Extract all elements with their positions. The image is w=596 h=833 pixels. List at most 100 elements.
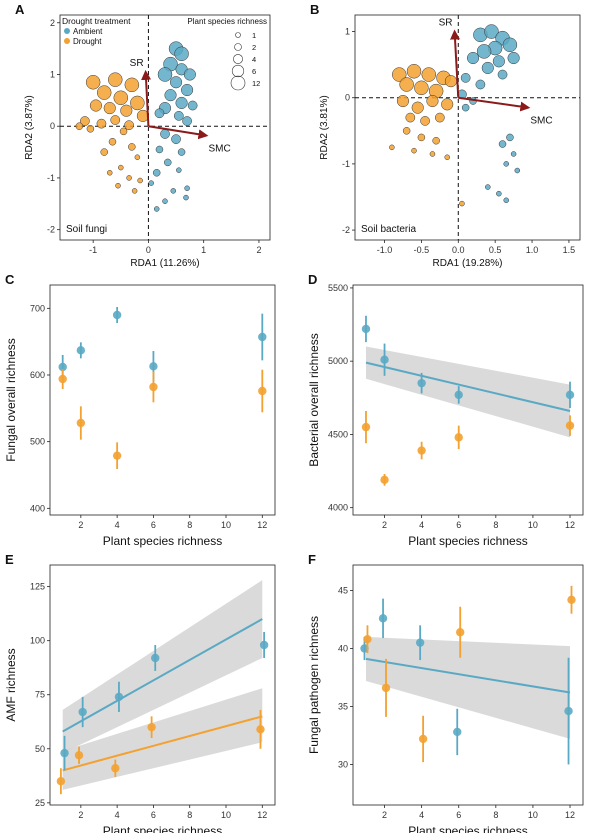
size-legend-circle — [230, 75, 246, 91]
ambient-point — [171, 134, 181, 144]
drought-point — [103, 102, 116, 115]
arrow-smc — [458, 96, 531, 112]
y-tick-label: 0 — [345, 93, 350, 103]
x-tick-label: 4 — [115, 520, 120, 530]
x-tick-label: 6 — [151, 810, 156, 820]
drought-mean-point — [363, 635, 372, 644]
ambient-point — [476, 44, 492, 59]
y-tick-label: 1 — [345, 27, 350, 37]
panel-annotation: Soil fungi — [66, 224, 107, 235]
x-axis-label: Plant species richness — [103, 534, 222, 548]
ambient-point — [484, 24, 499, 39]
ambient-point — [170, 76, 183, 89]
drought-point — [399, 77, 414, 92]
ambient-point — [481, 61, 494, 74]
y-tick-label: -2 — [342, 225, 350, 235]
size-legend-label: 2 — [252, 43, 256, 52]
drought-mean-point — [417, 446, 426, 455]
drought-mean-point — [565, 421, 575, 430]
panel-d: D 2 4 6 8 10 12 4000 4500 5000 5500 Plant species r… — [307, 272, 584, 548]
ambient-mean-point — [76, 346, 86, 355]
y-tick-label: 4000 — [328, 503, 348, 513]
drought-point — [411, 101, 424, 114]
x-tick-label: 8 — [187, 520, 192, 530]
ambient-mean-point — [453, 727, 462, 737]
drought-point — [420, 116, 430, 126]
x-tick-label: 12 — [565, 520, 575, 530]
drought-point — [124, 120, 134, 131]
y-tick-label: 600 — [30, 370, 45, 380]
drought-point — [110, 115, 121, 125]
drought-point — [126, 175, 132, 181]
x-axis-label: Plant species richness — [408, 534, 527, 548]
x-tick-label: 1 — [201, 245, 206, 255]
ambient-mean-point — [151, 653, 160, 663]
y-tick-label: 0 — [50, 121, 55, 131]
ambient-point — [183, 68, 196, 81]
ambient-mean-point — [415, 638, 425, 647]
x-tick-label: 6 — [456, 520, 461, 530]
drought-point — [411, 147, 417, 154]
ambient-point — [485, 184, 491, 190]
ambient-mean-point — [565, 390, 575, 400]
y-axis-label: Fungal overall richness — [4, 338, 18, 461]
x-tick-label: 0.0 — [452, 245, 465, 255]
size-legend-circle — [233, 54, 243, 64]
drought-point — [85, 74, 101, 90]
drought-point — [89, 99, 102, 112]
ambient-point — [497, 69, 508, 80]
drought-point — [414, 80, 429, 96]
drought-mean-point — [111, 764, 120, 773]
drought-mean-point — [74, 751, 84, 760]
drought-point — [444, 154, 450, 161]
y-tick-label: 5000 — [328, 356, 348, 366]
size-legend-title: Plant species richness — [187, 17, 267, 26]
ambient-confidence-band — [62, 580, 263, 754]
plot-frame — [59, 14, 271, 241]
y-tick-label: 700 — [30, 303, 45, 313]
panel-letter: B — [310, 2, 319, 17]
x-tick-label: 10 — [221, 520, 231, 530]
size-legend-label: 12 — [252, 79, 260, 88]
drought-point — [432, 136, 440, 145]
ambient-mean-point — [258, 332, 267, 342]
drought-fit-line — [62, 715, 263, 772]
drought-mean-point — [76, 418, 86, 428]
ambient-point — [164, 158, 172, 167]
x-tick-label: 1.0 — [526, 245, 539, 255]
ambient-point — [475, 79, 486, 90]
x-tick-label: 10 — [528, 520, 538, 530]
y-axis-label: Bacterial overall richness — [307, 333, 321, 466]
drought-point — [396, 94, 410, 108]
y-tick-label: 45 — [338, 586, 348, 596]
drought-point — [405, 112, 416, 123]
y-tick-label: 5500 — [328, 283, 348, 293]
size-legend-circle — [235, 32, 241, 38]
drought-point — [392, 67, 407, 82]
drought-mean-point — [567, 595, 576, 604]
ambient-point — [174, 46, 189, 62]
ambient-point — [162, 198, 168, 204]
drought-point — [96, 118, 107, 129]
size-legend-label: 6 — [252, 67, 256, 76]
drought-point — [434, 112, 445, 123]
drought-mean-point — [147, 722, 156, 732]
ambient-mean-point — [149, 362, 158, 371]
y-tick-label: 25 — [35, 798, 45, 808]
x-axis-label: Plant species richness — [408, 824, 527, 833]
plot-frame — [49, 564, 276, 806]
y-tick-label: 75 — [35, 690, 45, 700]
ambient-point — [157, 67, 173, 82]
y-tick-label: -1 — [47, 173, 55, 183]
drought-point — [441, 98, 454, 111]
x-tick-label: 0.5 — [489, 245, 502, 255]
size-legend-circle — [231, 64, 245, 78]
legend-swatch-ambient — [64, 28, 70, 34]
x-axis-label: RDA1 (11.26%) — [130, 258, 199, 269]
drought-point — [459, 200, 465, 207]
x-tick-label: -1.0 — [377, 245, 393, 255]
x-axis-label: RDA1 (19.28%) — [432, 258, 502, 269]
ambient-point — [506, 133, 514, 142]
ambient-mean-point — [361, 324, 371, 334]
ambient-point — [164, 89, 177, 102]
